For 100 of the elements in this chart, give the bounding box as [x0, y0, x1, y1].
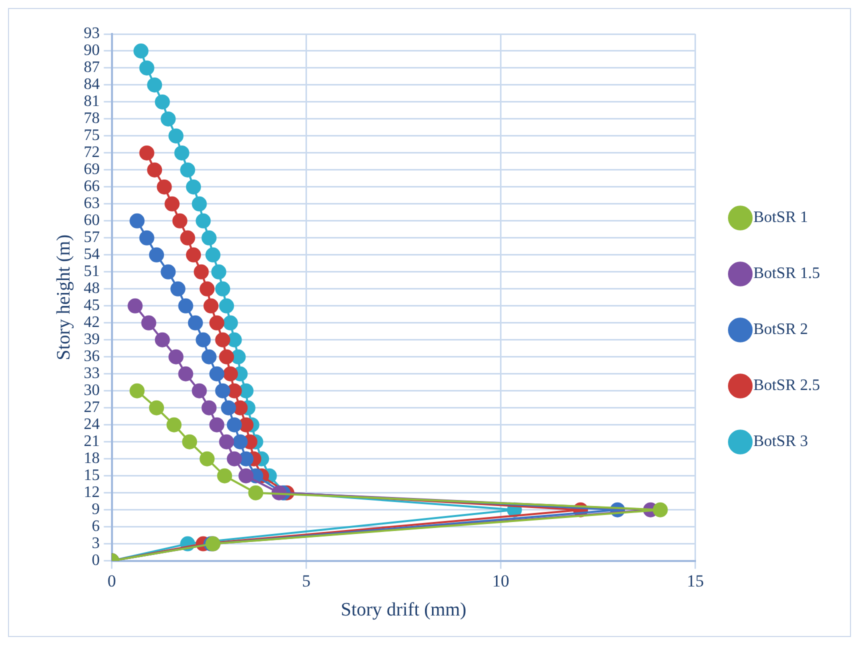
point: [160, 111, 176, 126]
y-tick-label: 57: [84, 229, 100, 246]
point: [188, 315, 203, 330]
point: [180, 162, 196, 178]
y-tick-label: 60: [84, 212, 100, 230]
y-tick-label: 39: [84, 331, 100, 348]
point: [156, 179, 172, 194]
y-tick-label: 45: [84, 297, 100, 314]
legend-label: BotSR 3: [753, 433, 808, 450]
point: [209, 366, 224, 382]
point: [238, 383, 254, 398]
point: [180, 230, 196, 246]
point: [232, 434, 248, 450]
point: [154, 94, 170, 110]
point: [221, 400, 236, 416]
point: [128, 298, 143, 314]
point: [215, 383, 230, 398]
y-tick-label: 30: [84, 382, 100, 400]
y-tick-label: 54: [84, 246, 100, 264]
x-tick-label: 0: [108, 571, 116, 590]
legend-label: BotSR 2: [753, 321, 808, 338]
y-tick-label: 27: [84, 399, 100, 416]
point: [219, 434, 234, 450]
point: [149, 247, 164, 262]
y-tick-label: 12: [84, 484, 100, 502]
point: [217, 468, 232, 484]
point: [178, 366, 194, 382]
y-tick-label: 87: [84, 59, 100, 76]
y-tick-label: 72: [84, 144, 100, 162]
y-tick-label: 42: [84, 314, 100, 332]
point: [178, 298, 194, 314]
point: [170, 281, 186, 296]
y-axis-title: Story height (m): [53, 234, 74, 360]
y-tick-label: 6: [92, 518, 100, 536]
y-tick-label: 66: [84, 178, 100, 196]
point: [215, 332, 230, 348]
y-tick-label: 21: [84, 433, 100, 450]
point: [238, 468, 254, 484]
legend-label: BotSR 1.5: [753, 265, 820, 282]
x-tick-label: 5: [302, 571, 311, 590]
y-tick-label: 51: [84, 263, 100, 280]
x-tick-label: 15: [686, 571, 704, 590]
point: [194, 264, 209, 280]
point: [219, 298, 234, 314]
point: [141, 315, 156, 330]
point: [652, 502, 668, 518]
x-tick-label: 10: [492, 571, 510, 590]
point: [164, 196, 180, 212]
point: [211, 264, 226, 280]
point: [186, 179, 201, 194]
point: [226, 332, 242, 348]
point: [149, 400, 164, 416]
y-tick-label: 3: [92, 535, 100, 552]
y-tick-label: 0: [92, 552, 100, 570]
point: [133, 43, 148, 58]
point: [222, 366, 238, 382]
y-tick-label: 78: [84, 110, 100, 128]
point: [147, 162, 162, 178]
y-tick-label: 15: [84, 467, 100, 484]
point: [168, 349, 184, 364]
point: [192, 383, 207, 398]
point: [202, 400, 217, 416]
point: [238, 451, 254, 466]
point: [215, 281, 230, 296]
point: [226, 451, 242, 466]
point: [202, 349, 217, 364]
y-tick-label: 63: [84, 195, 100, 212]
point: [172, 213, 188, 228]
y-tick-label: 18: [84, 450, 100, 468]
point: [139, 60, 154, 76]
y-tick-label: 24: [84, 416, 100, 434]
point: [160, 264, 176, 280]
point: [139, 145, 154, 160]
point: [174, 145, 190, 160]
y-tick-label: 81: [84, 93, 100, 110]
point: [130, 383, 145, 398]
legend-label: BotSR 1: [753, 209, 808, 226]
y-tick-label: 93: [84, 25, 100, 42]
point: [200, 451, 215, 466]
y-tick-label: 9: [92, 501, 100, 518]
y-tick-label: 90: [84, 42, 100, 60]
point: [222, 315, 238, 330]
legend-label: BotSR 2.5: [753, 377, 820, 394]
point: [226, 383, 242, 398]
point: [209, 315, 224, 330]
point: [182, 434, 198, 450]
point: [219, 349, 234, 364]
y-tick-label: 33: [84, 365, 100, 382]
point: [202, 230, 217, 246]
point: [226, 417, 242, 432]
point: [154, 332, 170, 348]
point: [196, 332, 211, 348]
point: [186, 247, 201, 262]
point: [238, 417, 254, 432]
point: [147, 77, 162, 92]
point: [205, 247, 220, 262]
point: [130, 213, 145, 228]
point: [203, 298, 218, 314]
point: [248, 485, 264, 500]
point: [139, 230, 154, 246]
